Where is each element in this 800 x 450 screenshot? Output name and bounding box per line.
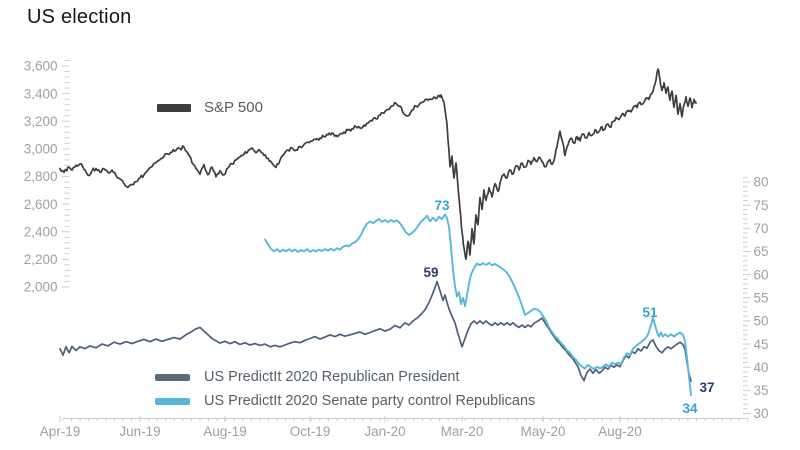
right-axis-tick-label: 55 [754,290,769,305]
data-label-51: 51 [642,305,658,320]
series-line-us-predictit-2020-senate-party-control-republicans [264,213,692,396]
x-axis-tick-label: Jan-20 [364,424,405,439]
data-label-37: 37 [699,380,714,395]
right-axis-tick-label: 35 [754,383,769,398]
x-axis-tick-label: Apr-19 [40,424,81,439]
right-axis-ticks [743,176,751,414]
chart-title: US election [27,6,132,28]
x-axis [59,415,749,423]
left-axis-tick-label: 3,000 [24,142,58,157]
legend-item-president: US PredictIt 2020 Republican President [155,369,535,385]
x-axis-tick-label: May-20 [520,424,565,439]
right-axis-tick-label: 45 [754,337,769,352]
senate-legend-swatch [155,397,190,405]
left-axis-tick-label: 2,000 [24,280,58,295]
legend-sp500: S&P 500 [157,99,263,116]
left-axis-tick-label: 2,600 [24,197,58,212]
data-label-59: 59 [423,265,438,280]
data-label-34: 34 [682,401,698,416]
x-axis-tick-label: Mar-20 [441,424,484,439]
president-legend-swatch [155,373,190,381]
left-axis-labels: 3,600 3,400 3,200 3,000 2,800 2,600 2,400 2,200… [24,59,58,295]
legend-predictit: US PredictIt 2020 Republican President U… [155,369,535,409]
data-label-73: 73 [434,198,450,213]
x-axis-tick-label: Jun-19 [119,424,160,439]
sp500-legend-swatch [157,103,191,112]
right-axis-labels: 80 75 70 65 60 55 50 45 40 35 30 [754,175,769,422]
left-axis-tick-label: 3,200 [24,114,58,129]
left-axis-tick-label: 2,800 [24,169,58,184]
right-axis-tick-label: 75 [754,198,769,213]
right-axis-tick-label: 65 [754,244,769,259]
sp500-legend-label: S&P 500 [204,99,263,116]
x-axis-tick-label: Aug-20 [598,424,642,439]
left-axis-ticks [62,59,70,288]
x-axis-tick-label: Aug-19 [203,424,247,439]
left-axis-tick-label: 2,400 [24,224,58,239]
right-axis-tick-label: 80 [754,175,769,190]
x-axis-tick-label: Oct-19 [290,424,331,439]
senate-legend-label: US PredictIt 2020 Senate party control R… [204,393,536,409]
right-axis-tick-label: 50 [754,314,769,329]
left-axis-tick-label: 3,600 [24,59,58,74]
right-axis-tick-label: 30 [754,406,769,421]
series-line-us-predictit-2020-republican-president [59,280,692,382]
president-legend-label: US PredictIt 2020 Republican President [204,369,460,385]
left-axis-tick-label: 3,400 [24,86,58,101]
right-axis-tick-label: 70 [754,221,769,236]
right-axis-tick-label: 40 [754,360,769,375]
x-axis-labels: Apr-19 Jun-19 Aug-19 Oct-19 Jan-20 Mar-20 May-… [40,424,642,439]
left-axis-tick-label: 2,200 [24,252,58,267]
legend-item-senate: US PredictIt 2020 Senate party control R… [155,393,535,409]
series-line-s-p-500 [59,68,697,260]
right-axis-tick-label: 60 [754,267,769,282]
